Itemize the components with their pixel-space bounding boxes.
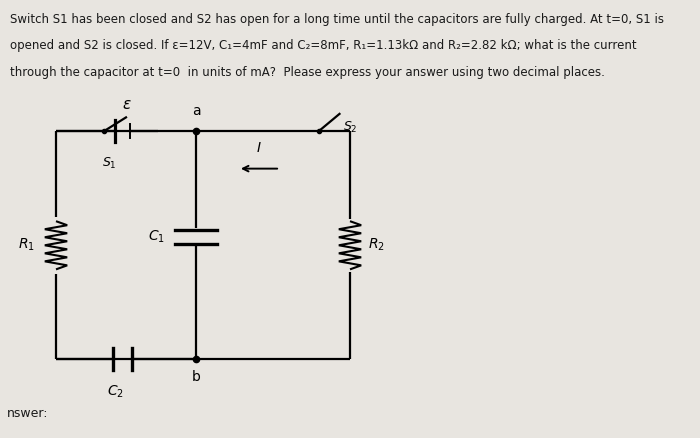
Text: $I$: $I$ (256, 141, 262, 155)
Text: $S_1$: $S_1$ (102, 155, 116, 170)
Text: $S_2$: $S_2$ (343, 120, 358, 134)
Text: $C_1$: $C_1$ (148, 228, 164, 245)
Text: $\varepsilon$: $\varepsilon$ (122, 97, 132, 112)
Text: opened and S2 is closed. If ε=12V, C₁=4mF and C₂=8mF, R₁=1.13kΩ and R₂=2.82 kΩ; : opened and S2 is closed. If ε=12V, C₁=4m… (10, 39, 637, 53)
Text: $R_2$: $R_2$ (368, 237, 384, 254)
Text: $R_1$: $R_1$ (18, 237, 35, 254)
Text: through the capacitor at t=0  in units of mA?  Please express your answer using : through the capacitor at t=0 in units of… (10, 66, 606, 79)
Text: b: b (192, 370, 200, 384)
Text: nswer:: nswer: (7, 407, 48, 420)
Text: Switch S1 has been closed and S2 has open for a long time until the capacitors a: Switch S1 has been closed and S2 has ope… (10, 13, 664, 26)
Text: $C_2$: $C_2$ (107, 383, 124, 399)
Text: a: a (192, 104, 200, 118)
